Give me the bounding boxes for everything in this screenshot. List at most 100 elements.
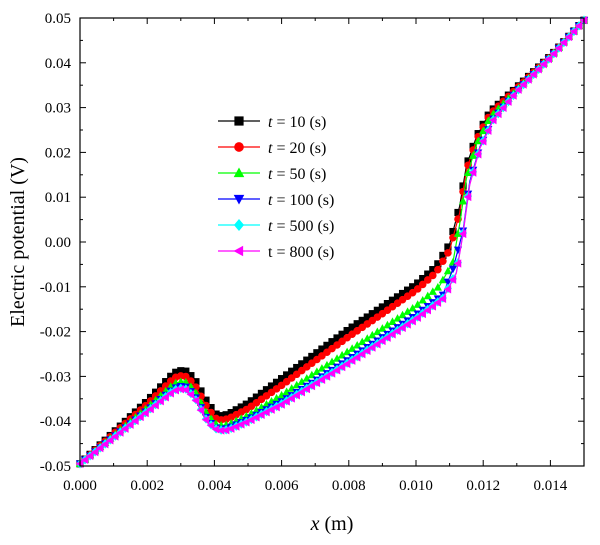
y-tick-label: 0.01 xyxy=(45,190,71,206)
data-point xyxy=(272,378,281,386)
data-point xyxy=(337,350,347,359)
data-point xyxy=(105,436,114,445)
data-point xyxy=(216,426,225,435)
data-point xyxy=(323,341,331,349)
data-point xyxy=(383,333,391,342)
legend-item-3: t = 100 (s) xyxy=(218,192,334,209)
x-tick-label: 0.002 xyxy=(130,478,164,494)
data-point xyxy=(292,391,300,400)
data-point xyxy=(454,208,462,217)
data-point xyxy=(559,38,568,47)
data-point xyxy=(403,307,412,315)
data-point xyxy=(90,447,99,457)
data-point xyxy=(307,370,316,379)
data-point xyxy=(288,367,296,375)
data-point xyxy=(509,91,517,100)
data-point xyxy=(267,382,276,390)
data-point xyxy=(404,286,412,294)
data-point xyxy=(171,386,179,395)
data-point xyxy=(393,293,402,301)
data-point xyxy=(453,229,463,237)
data-point xyxy=(443,278,453,287)
data-point xyxy=(484,116,493,125)
data-point xyxy=(373,340,381,349)
data-point xyxy=(514,85,522,94)
data-point xyxy=(166,389,174,398)
data-point xyxy=(423,276,432,284)
data-point xyxy=(409,283,417,291)
data-point xyxy=(428,287,437,295)
data-point xyxy=(312,378,321,388)
data-point xyxy=(342,347,352,356)
x-tick-label: 0.006 xyxy=(265,478,299,494)
data-point xyxy=(161,393,169,402)
data-point xyxy=(247,397,255,405)
data-point xyxy=(302,385,311,394)
data-point xyxy=(257,410,265,419)
data-point xyxy=(353,320,361,328)
axes: 0.000 0.002 0.004 0.006 0.008 0.010 0.012 0.014… xyxy=(40,11,585,494)
x-tick-label: 0.010 xyxy=(399,478,433,494)
data-point xyxy=(282,397,290,406)
data-point xyxy=(413,300,422,308)
data-point xyxy=(267,405,275,414)
data-point xyxy=(318,345,326,353)
data-point xyxy=(192,378,200,386)
data-point xyxy=(569,27,578,36)
data-point xyxy=(418,295,427,304)
data-point xyxy=(100,440,109,449)
data-point xyxy=(449,227,457,236)
data-point xyxy=(424,270,432,278)
data-point xyxy=(221,426,230,435)
data-point xyxy=(262,408,270,417)
legend-label: t = 50 (s) xyxy=(268,166,326,183)
data-point xyxy=(504,97,512,106)
legend-item-1: t = 20 (s) xyxy=(218,140,326,157)
data-point xyxy=(141,408,149,418)
data-point xyxy=(333,334,341,342)
data-point xyxy=(322,372,331,381)
data-point xyxy=(85,451,94,461)
data-point xyxy=(524,75,532,84)
data-point xyxy=(499,103,507,112)
data-point xyxy=(212,410,220,418)
data-point xyxy=(337,363,346,372)
data-point xyxy=(187,377,195,385)
legend-marker xyxy=(233,219,245,231)
data-point xyxy=(227,409,235,417)
data-point xyxy=(423,291,432,300)
data-point xyxy=(438,294,447,304)
data-point xyxy=(373,306,381,314)
data-point xyxy=(574,21,583,30)
data-point xyxy=(448,275,457,284)
data-point xyxy=(308,352,316,361)
data-point xyxy=(232,406,240,414)
data-point xyxy=(186,390,195,399)
data-point xyxy=(136,412,144,422)
data-point xyxy=(403,320,411,329)
data-point xyxy=(348,344,357,352)
data-point xyxy=(252,413,260,422)
data-point xyxy=(116,428,124,437)
data-point xyxy=(352,353,361,362)
data-point xyxy=(283,371,291,379)
data-point xyxy=(80,455,89,465)
data-point xyxy=(191,396,200,405)
data-point xyxy=(222,411,230,419)
data-point xyxy=(398,323,406,332)
data-point xyxy=(459,182,467,190)
data-point xyxy=(151,401,159,410)
data-point xyxy=(388,296,397,304)
data-point xyxy=(413,313,421,322)
data-point xyxy=(176,385,185,394)
data-point xyxy=(257,402,266,411)
x-tick-label: 0.008 xyxy=(332,478,366,494)
data-point xyxy=(206,421,215,430)
data-point xyxy=(413,285,422,293)
data-point xyxy=(434,260,442,268)
data-point xyxy=(293,363,301,372)
data-point xyxy=(201,415,210,424)
y-tick-label: -0.05 xyxy=(40,459,71,475)
legend-item-5: t = 800 (s) xyxy=(218,244,334,261)
legend-label: t = 10 (s) xyxy=(268,114,326,131)
